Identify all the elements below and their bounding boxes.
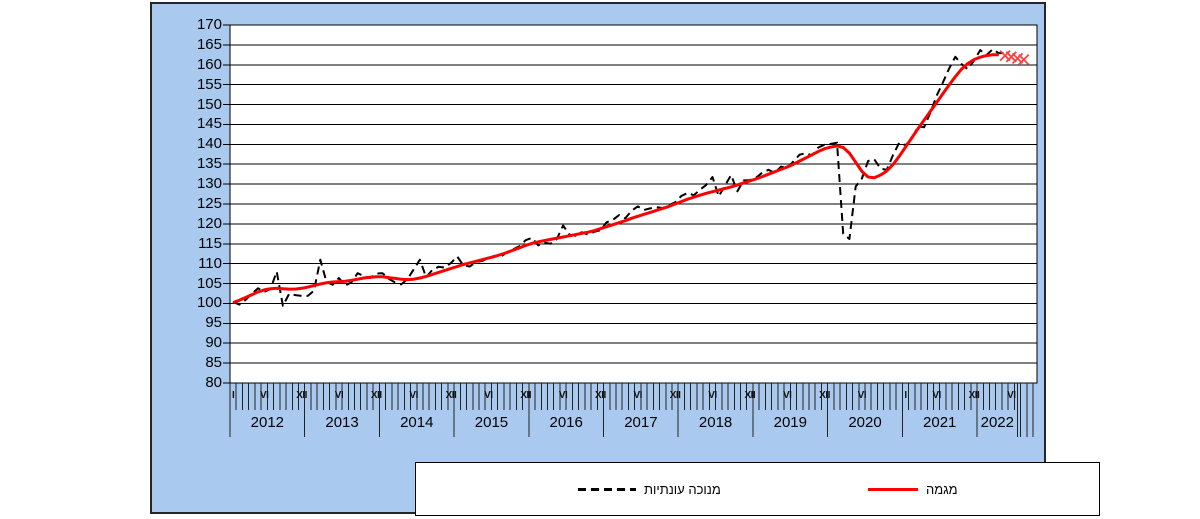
year-label: 2021 — [923, 414, 957, 431]
dashed-line-sample — [578, 487, 636, 491]
month-tick-label: XII — [296, 390, 307, 401]
y-axis-label: 120 — [196, 214, 222, 232]
y-axis-label: 90 — [205, 334, 222, 352]
y-axis-label: 130 — [196, 175, 222, 193]
year-label: 2015 — [474, 414, 509, 431]
y-axis-label: 95 — [205, 314, 222, 332]
year-label: 2020 — [848, 414, 882, 431]
chart-area: 170 165 160 155 150 145 140 135 130 125 120 115 110 1… — [150, 2, 1100, 516]
month-tick-label: XII — [445, 390, 457, 401]
year-label: 2012 — [250, 414, 285, 431]
month-tick-label: VI — [708, 390, 717, 401]
month-tick-label: VI — [633, 390, 643, 401]
year-label: 2017 — [624, 414, 658, 431]
year-label: 2022 — [980, 414, 1014, 431]
month-tick-label: XII — [744, 390, 756, 401]
y-axis-label: 140 — [196, 135, 222, 153]
month-tick-label: VI — [409, 390, 418, 401]
year-label: 2018 — [698, 414, 733, 431]
month-tick-label: VI — [334, 390, 344, 401]
y-axis-label: 170 — [196, 16, 222, 33]
y-axis-label: 85 — [205, 354, 222, 372]
y-axis-label: 105 — [196, 274, 222, 292]
year-label: 2014 — [400, 414, 434, 431]
seasonally-adjusted-line — [232, 48, 1006, 307]
month-tick-label: XII — [595, 390, 606, 401]
year-label: 2013 — [325, 414, 359, 431]
month-tick-label: VI — [259, 390, 269, 401]
year-label: 2016 — [549, 414, 583, 431]
month-tick-label: VI — [857, 390, 867, 401]
month-tick-label: XII — [819, 390, 830, 401]
y-axis-label: 150 — [196, 95, 222, 113]
legend: מנוכה עונתיות מגמה — [415, 462, 1100, 516]
red-line-sample — [868, 487, 918, 491]
month-tick-label: VI — [782, 390, 792, 401]
plot-canvas — [223, 24, 1038, 437]
y-axis-label: 100 — [196, 294, 222, 312]
y-axis-label: 145 — [196, 115, 222, 133]
month-tick-label: XII — [968, 390, 980, 401]
legend-label-trend: מגמה — [926, 481, 958, 497]
y-axis-label: 80 — [205, 374, 222, 391]
month-tick-label: XII — [370, 390, 382, 401]
month-tick-label: VI — [932, 390, 941, 401]
legend-item-trend: מגמה — [868, 463, 958, 515]
month-tick-label: I — [904, 390, 907, 401]
year-label: 2019 — [773, 414, 807, 431]
legend-label-seasonally-adjusted: מנוכה עונתיות — [644, 481, 721, 497]
y-axis-label: 155 — [196, 75, 222, 93]
y-axis-label: 160 — [196, 55, 222, 73]
month-tick-label: I — [231, 390, 235, 401]
legend-item-seasonally-adjusted: מנוכה עונתיות — [578, 463, 721, 515]
y-axis-label: 135 — [196, 155, 222, 173]
y-axis-label: 110 — [198, 254, 222, 272]
month-tick-label: XII — [520, 390, 532, 401]
month-tick-label: VI — [484, 390, 493, 401]
y-axis-label: 165 — [196, 35, 222, 53]
trend-line — [232, 53, 999, 305]
month-tick-label: VI — [558, 390, 568, 401]
y-axis-label: 125 — [196, 195, 222, 212]
y-axis-label: 115 — [198, 234, 222, 252]
month-tick-label: XII — [669, 390, 681, 401]
month-tick-label: VI — [1007, 390, 1016, 401]
forecast-x-marker — [1018, 53, 1030, 66]
